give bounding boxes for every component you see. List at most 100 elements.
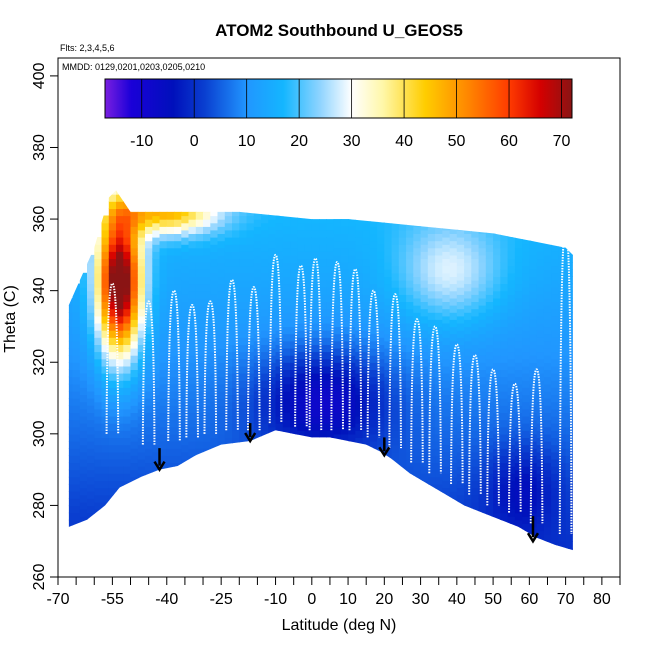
heatmap-cell xyxy=(377,330,385,338)
heatmap-cell xyxy=(333,283,342,292)
heatmap-cell xyxy=(304,408,313,417)
heatmap-cell xyxy=(166,319,175,328)
heatmap-cell xyxy=(391,423,400,431)
heatmap-cell xyxy=(282,319,291,328)
flight-profile xyxy=(366,289,381,438)
heatmap-cell xyxy=(558,448,567,456)
heatmap-cell xyxy=(290,226,298,234)
heatmap-cell xyxy=(471,337,480,345)
heatmap-cell xyxy=(224,365,233,374)
heatmap-cell xyxy=(195,433,204,442)
heatmap-cell xyxy=(79,294,88,302)
heatmap-cell xyxy=(68,505,74,514)
heatmap-cell xyxy=(369,233,378,242)
heatmap-cell xyxy=(558,333,567,342)
heatmap-cell xyxy=(152,215,161,224)
heatmap-cell xyxy=(101,451,110,460)
heatmap-cell xyxy=(420,279,429,288)
heatmap-cell xyxy=(362,287,371,295)
heatmap-cell xyxy=(551,537,559,546)
heatmap-cell xyxy=(435,333,443,342)
heatmap-cell xyxy=(333,340,342,349)
heatmap-cell xyxy=(87,297,95,306)
heatmap-cell xyxy=(500,469,509,478)
heatmap-cell xyxy=(413,426,422,435)
heatmap-cell xyxy=(362,237,371,245)
heatmap-cell xyxy=(573,509,581,517)
heatmap-cell xyxy=(500,483,509,492)
heatmap-cell xyxy=(362,380,371,388)
heatmap-cell xyxy=(355,415,364,424)
heatmap-cell xyxy=(261,251,269,260)
heatmap-cell xyxy=(101,287,110,295)
heatmap-cell xyxy=(573,309,581,317)
heatmap-cell xyxy=(435,254,443,263)
heatmap-cell xyxy=(130,419,139,428)
heatmap-cell xyxy=(500,326,509,335)
heatmap-cell xyxy=(522,373,530,381)
y-tick-label: 300 xyxy=(31,420,48,447)
heatmap-cell xyxy=(68,297,74,306)
heatmap-cell xyxy=(340,276,349,285)
heatmap-cell xyxy=(333,290,342,299)
heatmap-cell xyxy=(551,473,559,481)
heatmap-cell xyxy=(449,412,458,421)
heatmap-cell xyxy=(522,380,530,388)
heatmap-cell xyxy=(384,419,393,428)
heatmap-cell xyxy=(449,483,458,492)
heatmap-cell xyxy=(217,405,226,413)
heatmap-cell xyxy=(435,240,443,249)
heatmap-cell xyxy=(181,458,190,467)
heatmap-cell xyxy=(108,394,117,403)
x-tick-label: -70 xyxy=(46,591,69,608)
heatmap-cell xyxy=(282,276,291,285)
heatmap-cell xyxy=(116,344,124,353)
heatmap-cell xyxy=(210,308,219,317)
heatmap-cell xyxy=(116,365,124,374)
heatmap-cell xyxy=(391,322,400,331)
heatmap-cell xyxy=(195,276,204,285)
heatmap-cell xyxy=(94,394,103,403)
heatmap-cell xyxy=(427,419,436,428)
heatmap-cell xyxy=(68,519,74,528)
heatmap-cell xyxy=(362,208,371,217)
heatmap-cell xyxy=(261,258,269,267)
heatmap-cell xyxy=(427,219,436,227)
heatmap-cell xyxy=(297,423,306,431)
heatmap-cell xyxy=(152,279,161,288)
heatmap-cell xyxy=(398,287,407,295)
heatmap-cell xyxy=(406,373,414,381)
heatmap-cell xyxy=(108,494,117,503)
heatmap-cell xyxy=(79,365,88,374)
heatmap-cell xyxy=(565,483,573,492)
heatmap-cell xyxy=(290,362,298,370)
heatmap-cell xyxy=(195,247,204,256)
heatmap-cell xyxy=(261,365,269,374)
heatmap-cell xyxy=(210,265,219,274)
heatmap-cell xyxy=(456,351,465,360)
heatmap-cell xyxy=(333,362,342,370)
heatmap-cell xyxy=(536,272,545,281)
heatmap-cell xyxy=(145,398,153,406)
heatmap-cell xyxy=(311,351,320,360)
heatmap-cell xyxy=(507,344,516,353)
heatmap-cell xyxy=(543,390,552,399)
heatmap-cell xyxy=(333,355,342,363)
heatmap-cell xyxy=(290,319,298,328)
heatmap-cell xyxy=(123,408,132,417)
heatmap-cell xyxy=(311,423,320,431)
heatmap-cell xyxy=(116,308,124,317)
heatmap-cell xyxy=(130,362,139,370)
heatmap-cell xyxy=(311,251,320,260)
heatmap-cell xyxy=(116,229,124,238)
heatmap-cell xyxy=(485,430,494,438)
heatmap-cell xyxy=(551,258,559,267)
y-tick-label: 360 xyxy=(31,206,48,233)
heatmap-cell xyxy=(145,247,153,256)
heatmap-cell xyxy=(101,272,110,281)
heatmap-cell xyxy=(116,279,124,288)
heatmap-cell xyxy=(253,398,262,406)
heatmap-cell xyxy=(94,237,103,245)
heatmap-cell xyxy=(565,519,573,528)
heatmap-cell xyxy=(210,229,219,238)
